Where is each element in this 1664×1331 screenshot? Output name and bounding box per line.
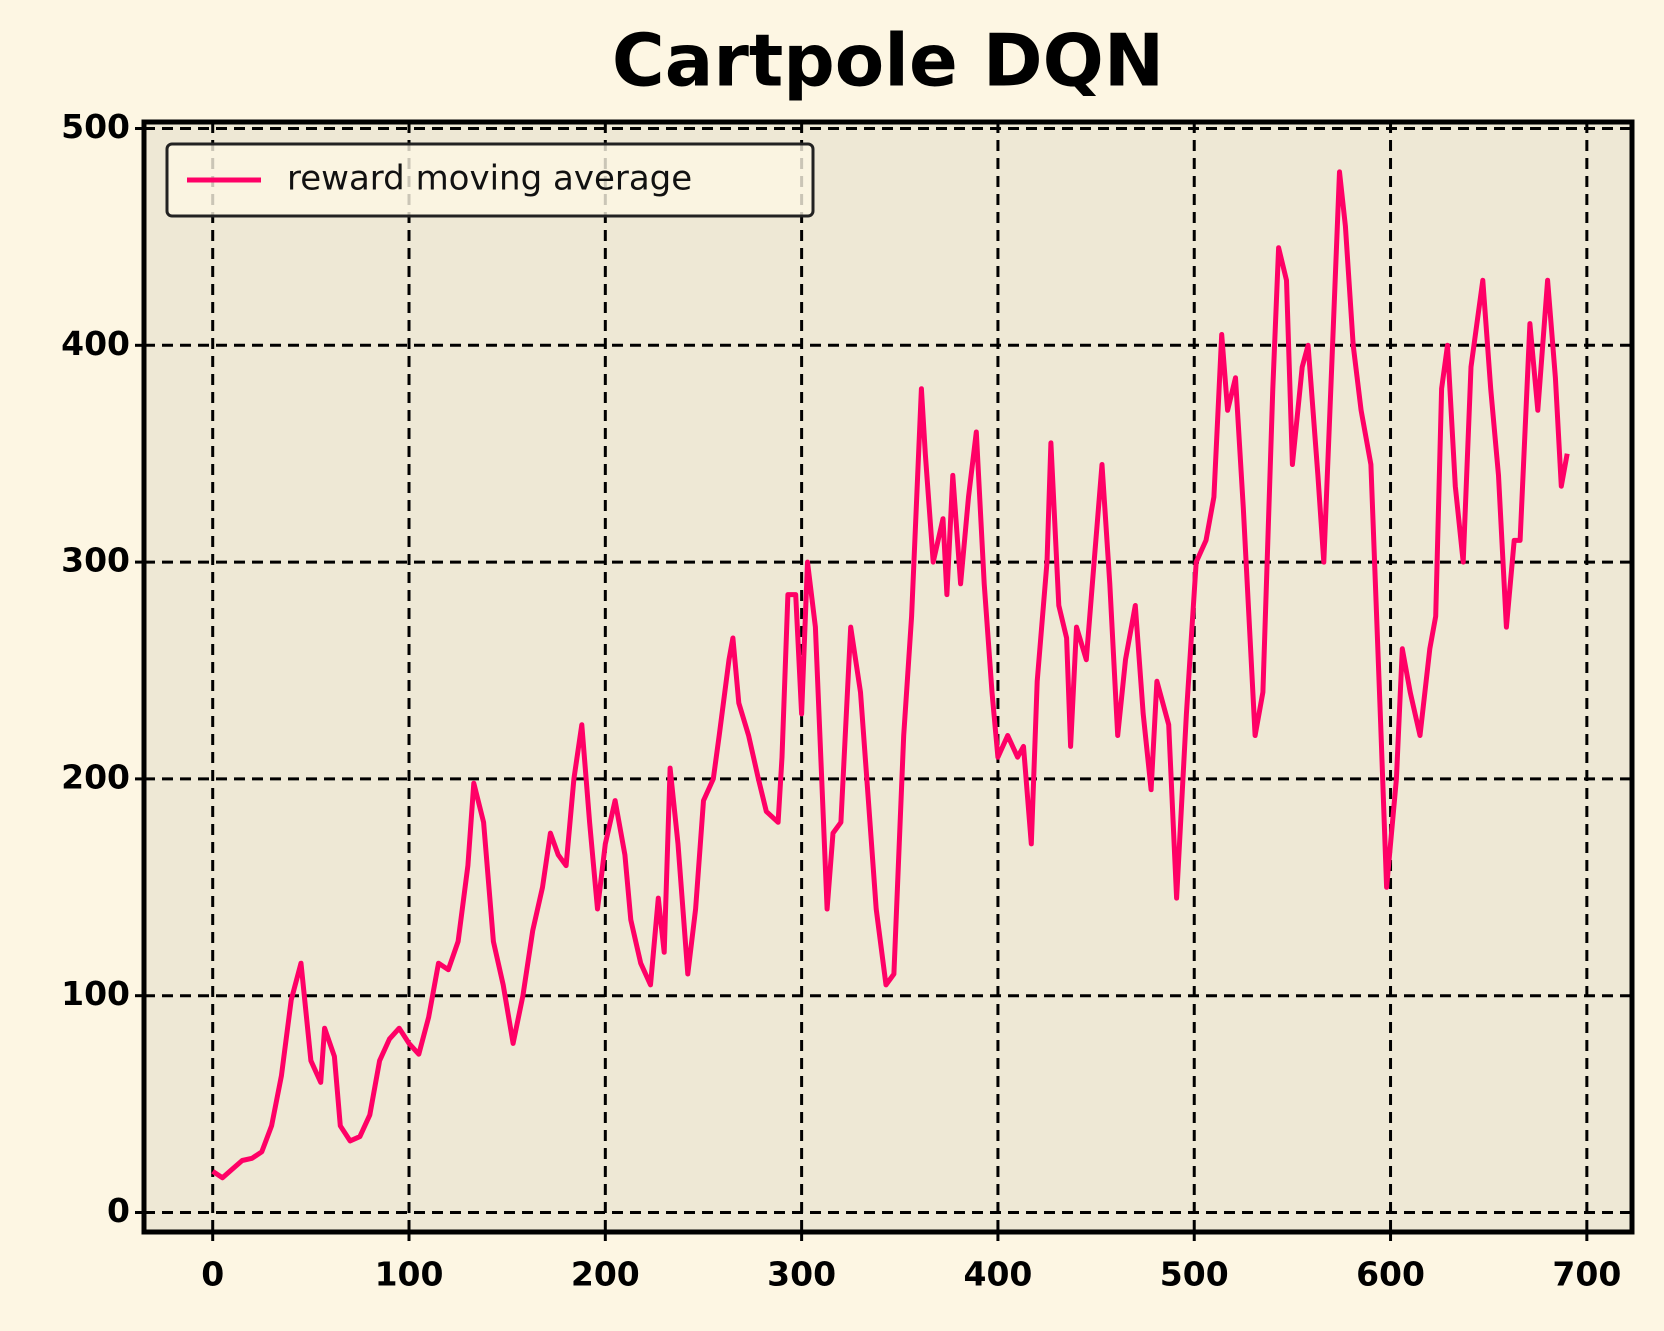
legend-label: reward moving average [287, 159, 692, 199]
x-tick-label: 500 [1160, 1255, 1229, 1294]
x-tick-label: 0 [201, 1255, 224, 1294]
y-tick-label: 100 [61, 974, 130, 1013]
plot-frame [141, 119, 1635, 1235]
x-tick-label: 400 [963, 1255, 1032, 1294]
x-tick-label: 700 [1552, 1255, 1621, 1294]
legend: reward moving average [165, 142, 815, 218]
x-tick-label: 600 [1356, 1255, 1425, 1294]
x-tick-label: 300 [767, 1255, 836, 1294]
x-tick-label: 200 [571, 1255, 640, 1294]
legend-box [165, 142, 815, 218]
y-tick-label: 0 [107, 1191, 130, 1230]
plot-area [144, 122, 1632, 1232]
y-tick-label: 200 [61, 757, 130, 796]
y-tick-label: 300 [61, 541, 130, 580]
y-tick-label: 500 [61, 107, 130, 146]
chart-title: Cartpole DQN [612, 19, 1164, 103]
x-tick-label: 100 [375, 1255, 444, 1294]
y-tick-label: 400 [61, 324, 130, 363]
data-line [211, 169, 1570, 1181]
